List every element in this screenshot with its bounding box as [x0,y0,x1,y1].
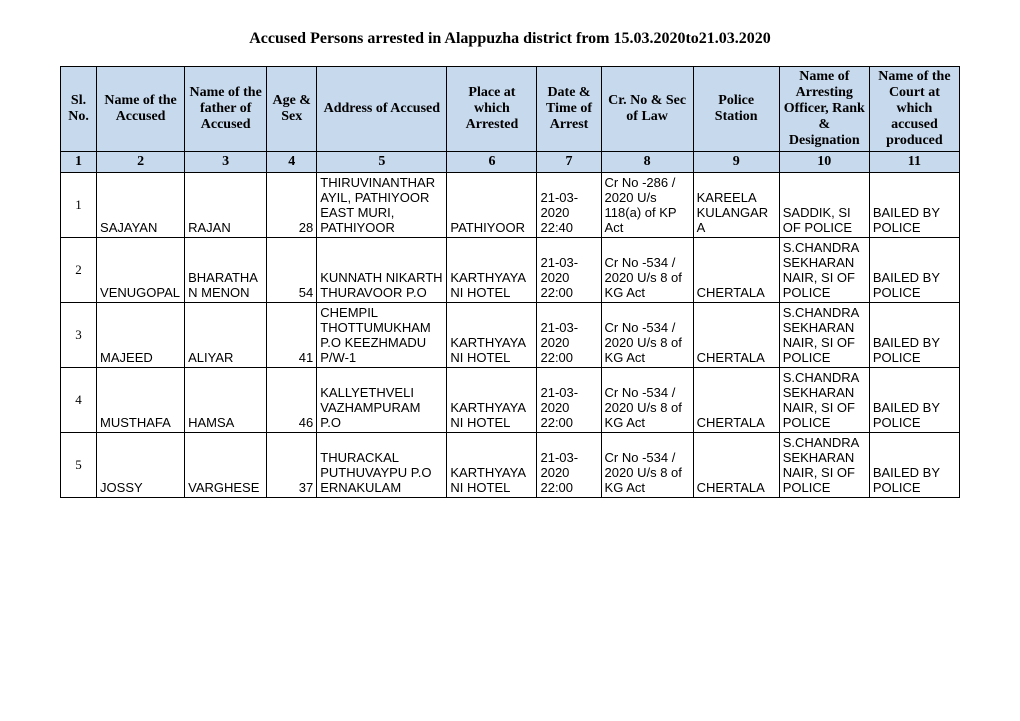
cell-officer: S.CHANDRASEKHARAN NAIR, SI OF POLICE [779,368,869,433]
cell-crno: Cr No -286 / 2020 U/s 118(a) of KP Act [601,173,693,238]
cell-station: CHERTALA [693,368,779,433]
cell-crno: Cr No -534 / 2020 U/s 8 of KG Act [601,303,693,368]
cell-court: BAILED BY POLICE [869,173,959,238]
cell-address: KUNNATH NIKARTH THURAVOOR P.O [317,238,447,303]
colnum: 5 [317,152,447,173]
colnum: 7 [537,152,601,173]
table-row: 5 JOSSY VARGHESE 37 THURACKAL PUTHUVAYPU… [61,433,960,498]
cell-station: CHERTALA [693,238,779,303]
arrests-table: Sl. No. Name of the Accused Name of the … [60,66,960,498]
column-number-row: 1 2 3 4 5 6 7 8 9 10 11 [61,152,960,173]
col-header-crno: Cr. No & Sec of Law [601,67,693,152]
cell-datetime: 21-03-2020 22:00 [537,303,601,368]
cell-sl: 1 [61,173,97,238]
cell-officer: S.CHANDRASEKHARAN NAIR, SI OF POLICE [779,238,869,303]
cell-crno: Cr No -534 / 2020 U/s 8 of KG Act [601,368,693,433]
cell-officer: SADDIK, SI OF POLICE [779,173,869,238]
cell-court: BAILED BY POLICE [869,368,959,433]
colnum: 2 [97,152,185,173]
cell-address: THURACKAL PUTHUVAYPU P.O ERNAKULAM [317,433,447,498]
cell-court: BAILED BY POLICE [869,303,959,368]
colnum: 1 [61,152,97,173]
cell-datetime: 21-03-2020 22:00 [537,238,601,303]
cell-court: BAILED BY POLICE [869,433,959,498]
col-header-datetime: Date & Time of Arrest [537,67,601,152]
cell-officer: S.CHANDRASEKHARAN NAIR, SI OF POLICE [779,303,869,368]
cell-name: MUSTHAFA [97,368,185,433]
cell-datetime: 21-03-2020 22:00 [537,368,601,433]
col-header-address: Address of Accused [317,67,447,152]
colnum: 10 [779,152,869,173]
cell-age: 41 [267,303,317,368]
col-header-station: Police Station [693,67,779,152]
colnum: 8 [601,152,693,173]
col-header-court: Name of the Court at which accused produ… [869,67,959,152]
cell-sl: 2 [61,238,97,303]
cell-station: CHERTALA [693,303,779,368]
col-header-officer: Name of Arresting Officer, Rank & Design… [779,67,869,152]
col-header-name: Name of the Accused [97,67,185,152]
cell-station: CHERTALA [693,433,779,498]
cell-address: THIRUVINANTHARAYIL, PATHIYOOR EAST MURI,… [317,173,447,238]
table-row: 4 MUSTHAFA HAMSA 46 KALLYETHVELI VAZHAMP… [61,368,960,433]
cell-age: 37 [267,433,317,498]
colnum: 4 [267,152,317,173]
col-header-sl: Sl. No. [61,67,97,152]
cell-sl: 3 [61,303,97,368]
cell-father: RAJAN [185,173,267,238]
cell-address: KALLYETHVELI VAZHAMPURAM P.O [317,368,447,433]
colnum: 9 [693,152,779,173]
cell-crno: Cr No -534 / 2020 U/s 8 of KG Act [601,238,693,303]
col-header-place: Place at which Arrested [447,67,537,152]
cell-sl: 4 [61,368,97,433]
cell-age: 54 [267,238,317,303]
cell-station: KAREELA KULANGARA [693,173,779,238]
col-header-age: Age & Sex [267,67,317,152]
colnum: 6 [447,152,537,173]
cell-place: PATHIYOOR [447,173,537,238]
cell-name: MAJEED [97,303,185,368]
colnum: 11 [869,152,959,173]
cell-age: 46 [267,368,317,433]
cell-name: VENUGOPAL [97,238,185,303]
cell-father: ALIYAR [185,303,267,368]
cell-court: BAILED BY POLICE [869,238,959,303]
cell-crno: Cr No -534 / 2020 U/s 8 of KG Act [601,433,693,498]
cell-father: VARGHESE [185,433,267,498]
cell-address: CHEMPIL THOTTUMUKHAM P.O KEEZHMADU P/W-1 [317,303,447,368]
cell-place: KARTHYAYANI HOTEL [447,303,537,368]
cell-datetime: 21-03-2020 22:40 [537,173,601,238]
cell-place: KARTHYAYANI HOTEL [447,238,537,303]
table-row: 3 MAJEED ALIYAR 41 CHEMPIL THOTTUMUKHAM … [61,303,960,368]
cell-father: BHARATHAN MENON [185,238,267,303]
cell-father: HAMSA [185,368,267,433]
cell-sl: 5 [61,433,97,498]
table-header-row: Sl. No. Name of the Accused Name of the … [61,67,960,152]
cell-name: SAJAYAN [97,173,185,238]
cell-officer: S.CHANDRASEKHARAN NAIR, SI OF POLICE [779,433,869,498]
cell-place: KARTHYAYANI HOTEL [447,368,537,433]
colnum: 3 [185,152,267,173]
page-title: Accused Persons arrested in Alappuzha di… [60,30,960,48]
cell-place: KARTHYAYANI HOTEL [447,433,537,498]
col-header-father: Name of the father of Accused [185,67,267,152]
cell-datetime: 21-03-2020 22:00 [537,433,601,498]
cell-age: 28 [267,173,317,238]
table-row: 2 VENUGOPAL BHARATHAN MENON 54 KUNNATH N… [61,238,960,303]
cell-name: JOSSY [97,433,185,498]
table-row: 1 SAJAYAN RAJAN 28 THIRUVINANTHARAYIL, P… [61,173,960,238]
